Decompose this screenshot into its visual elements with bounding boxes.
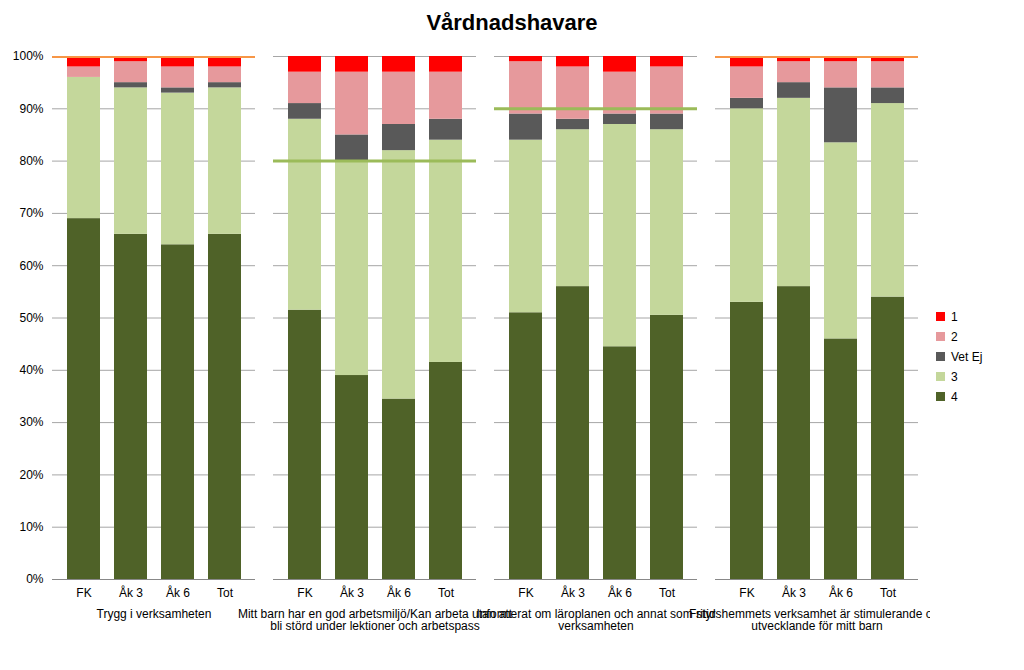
svg-text:Tot: Tot [659,586,676,600]
svg-text:50%: 50% [19,311,43,325]
svg-text:80%: 80% [19,154,43,168]
svg-text:90%: 90% [19,102,43,116]
svg-text:FK: FK [518,586,533,600]
svg-text:Åk 3: Åk 3 [340,585,364,600]
html-text:Vet Ej: Vet Ej [951,349,983,364]
svg-text:Åk 6: Åk 6 [608,585,632,600]
svg-text:Åk 3: Åk 3 [119,585,143,600]
svg-text:Åk 6: Åk 6 [166,585,190,600]
svg-text:Tot: Tot [880,586,897,600]
svg-text:Trygg i verksamheten: Trygg i verksamheten [97,607,212,621]
svg-text:Mitt barn har en god arbetsmil: Mitt barn har en god arbetsmiljö/Kan arb… [238,607,513,633]
svg-text:20%: 20% [19,468,43,482]
svg-text:10%: 10% [19,520,43,534]
svg-text:Informerat om läroplanen och a: Informerat om läroplanen och annat som s… [477,607,716,633]
svg-text:100%: 100% [13,49,44,63]
html-text:Vårdnadshavare: Vårdnadshavare [426,10,598,35]
svg-text:30%: 30% [19,415,43,429]
svg-text:60%: 60% [19,259,43,273]
html-text:1: 1 [951,309,958,324]
svg-text:FK: FK [297,586,312,600]
svg-text:FK: FK [76,586,91,600]
svg-text:70%: 70% [19,206,43,220]
svg-text:40%: 40% [19,363,43,377]
svg-text:Fritidshemmets verksamhet är s: Fritidshemmets verksamhet är stimulerand… [689,607,930,633]
svg-text:FK: FK [739,586,754,600]
svg-text:Åk 3: Åk 3 [782,585,806,600]
svg-text:Tot: Tot [217,586,234,600]
svg-text:Åk 6: Åk 6 [387,585,411,600]
svg-text:Tot: Tot [438,586,455,600]
html-text:4: 4 [951,389,958,404]
svg-text:Åk 3: Åk 3 [561,585,585,600]
html-text:2: 2 [951,329,958,344]
svg-text:0%: 0% [26,572,44,586]
html-text:3: 3 [951,369,958,384]
svg-text:Åk 6: Åk 6 [829,585,853,600]
